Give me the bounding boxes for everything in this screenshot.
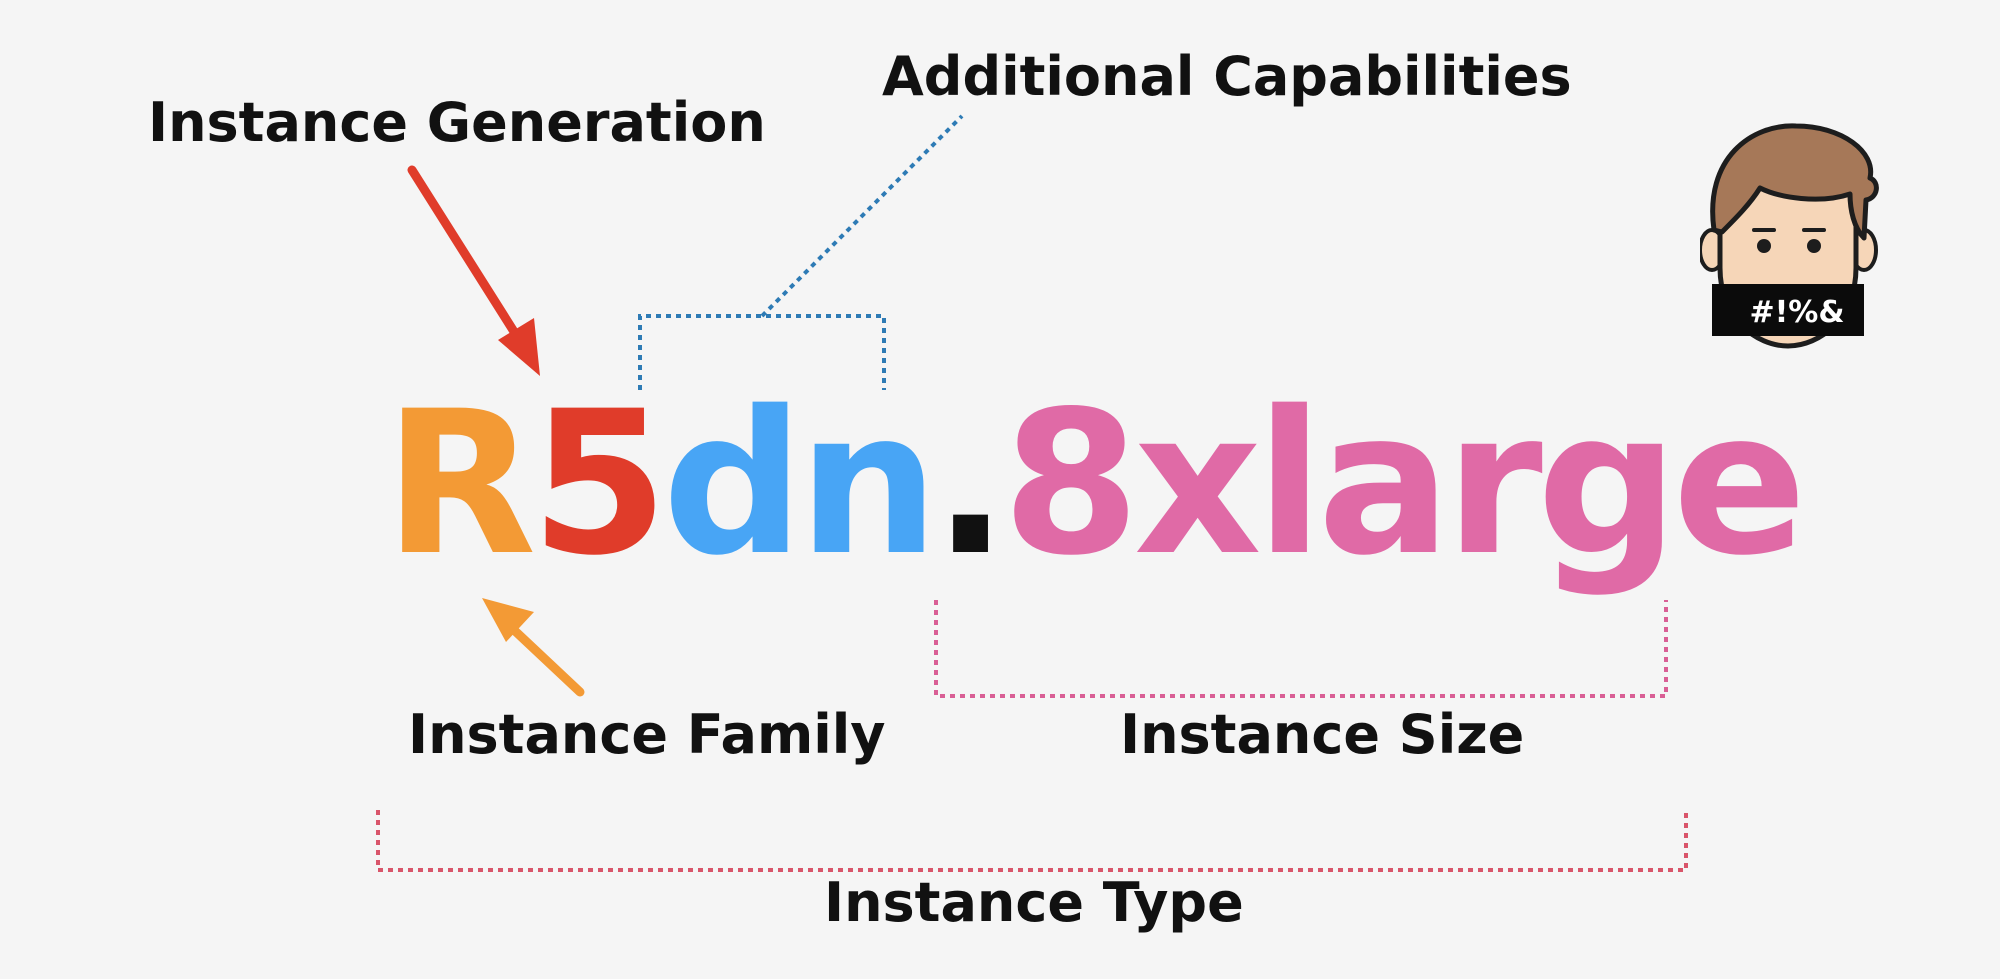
instance-family-label: Instance Family <box>408 703 886 766</box>
family-segment: R <box>384 368 536 599</box>
censor-text: #!%& <box>1749 295 1845 330</box>
capabilities-bracket <box>638 114 964 390</box>
instance-size-label: Instance Size <box>1120 703 1525 766</box>
generation-arrow <box>407 165 540 376</box>
instance-generation-label: Instance Generation <box>148 91 766 154</box>
family-arrow <box>482 598 585 697</box>
generation-segment: 5 <box>530 368 668 599</box>
instance-type-name: R5dn.8xlarge <box>384 368 1807 599</box>
avatar-face <box>1700 123 1879 349</box>
capabilities-segment: dn <box>662 368 939 599</box>
type-bracket <box>376 810 1688 872</box>
dot-separator: . <box>932 368 1008 599</box>
additional-capabilities-label: Additional Capabilities <box>882 45 1572 108</box>
size-segment: 8xlarge <box>1002 368 1807 599</box>
size-bracket <box>934 600 1668 698</box>
instance-type-label: Instance Type <box>824 871 1244 934</box>
avatar-illustration <box>1700 123 1879 349</box>
